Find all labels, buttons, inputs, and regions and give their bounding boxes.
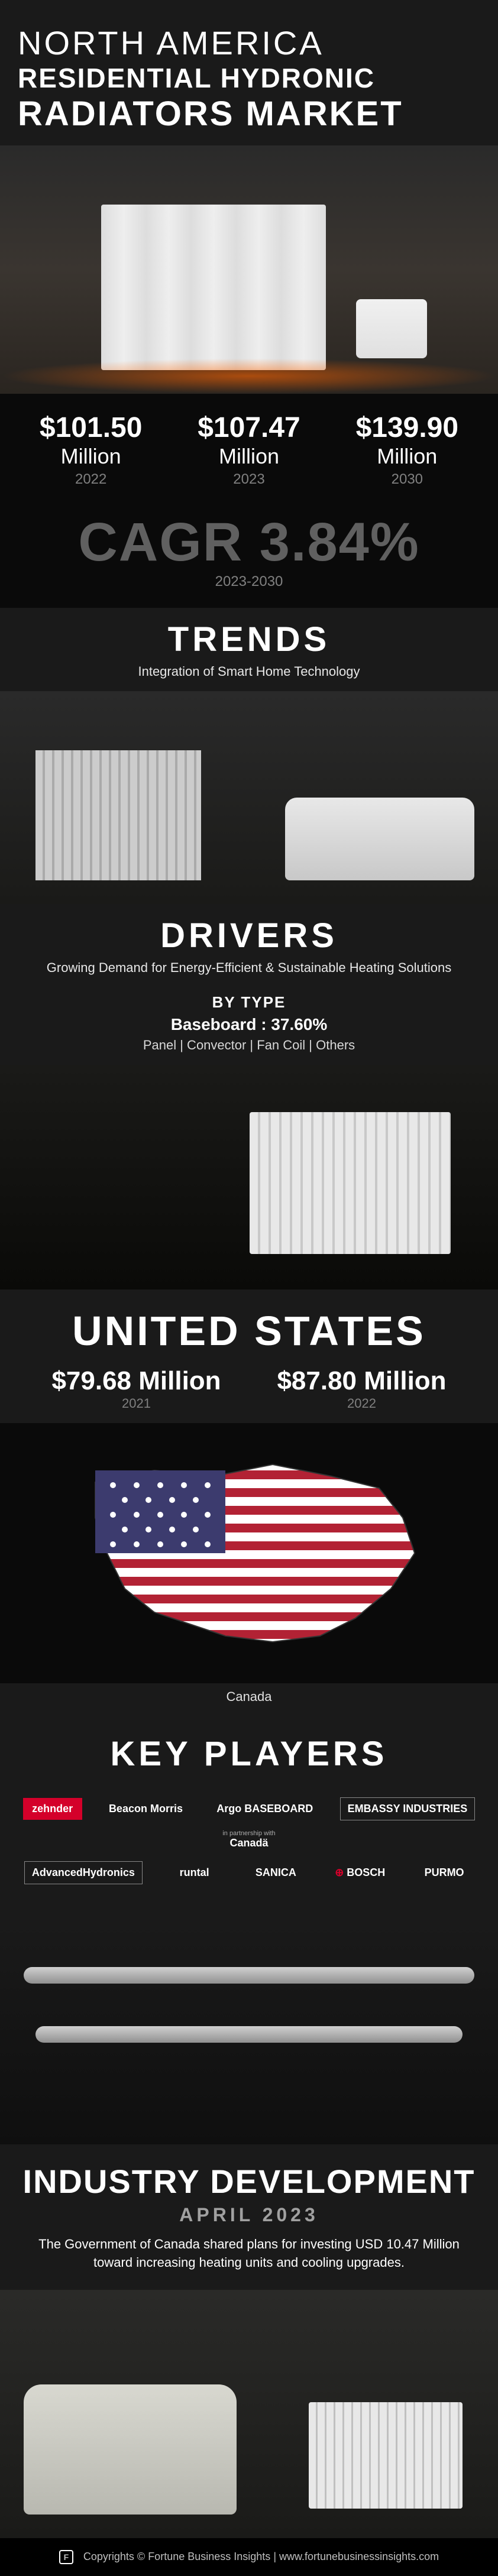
stat-unit: Million	[356, 444, 459, 469]
industry-date: APRIL 2023	[0, 2204, 498, 2226]
logo-zehnder: zehnder	[23, 1798, 82, 1820]
logo-advanced-hydronics: AdvancedHydronics	[24, 1861, 143, 1884]
key-players-heading: KEY PLAYERS	[0, 1722, 498, 1774]
stat-2022: $101.50 Million 2022	[40, 411, 143, 488]
us-flag-map	[0, 1423, 498, 1683]
heater-illustration	[356, 299, 427, 358]
us-stat-year: 2021	[51, 1396, 221, 1411]
title-block: NORTH AMERICA RESIDENTIAL HYDRONIC RADIA…	[0, 0, 498, 145]
trends-image	[0, 691, 498, 904]
hero-image	[0, 145, 498, 394]
by-type-title: BY TYPE	[0, 993, 498, 1012]
trends-sub: Integration of Smart Home Technology	[0, 659, 498, 691]
stat-unit: Million	[40, 444, 143, 469]
logo-embassy: EMBASSY INDUSTRIES	[340, 1797, 476, 1820]
copyright-text: Copyrights © Fortune Business Insights	[83, 2550, 270, 2562]
us-heading: UNITED STATES	[0, 1289, 498, 1355]
stat-value: $139.90	[356, 411, 459, 444]
drivers-sub: Growing Demand for Energy-Efficient & Su…	[0, 955, 498, 987]
us-map-svg	[48, 1435, 450, 1671]
drivers-heading: DRIVERS	[0, 904, 498, 955]
footer-url: www.fortunebusinessinsights.com	[279, 2550, 439, 2562]
players-row-2: AdvancedHydronics runtal SANICA ⊕ BOSCH …	[18, 1861, 480, 1884]
sofa-illustration	[285, 798, 474, 880]
market-size-stats: $101.50 Million 2022 $107.47 Million 202…	[0, 394, 498, 506]
logo-beacon-morris: Beacon Morris	[102, 1798, 190, 1820]
stat-value: $101.50	[40, 411, 143, 444]
logo-canada: Canadä	[219, 1837, 279, 1849]
us-stat-2021: $79.68 Million 2021	[51, 1366, 221, 1411]
stat-unit: Million	[198, 444, 300, 469]
footer: F Copyrights © Fortune Business Insights…	[0, 2538, 498, 2576]
industry-image	[0, 2290, 498, 2538]
canada-label: Canada	[0, 1683, 498, 1722]
pipes-image	[0, 1920, 498, 2144]
cagr-block: CAGR 3.84% 2023-2030	[0, 506, 498, 608]
radiator-illustration	[309, 2402, 463, 2509]
us-stat-year: 2022	[277, 1396, 446, 1411]
stat-value: $107.47	[198, 411, 300, 444]
title-line2: RESIDENTIAL HYDRONIC	[18, 62, 480, 94]
stat-year: 2022	[40, 471, 143, 488]
infographic-root: NORTH AMERICA RESIDENTIAL HYDRONIC RADIA…	[0, 0, 498, 2576]
stat-year: 2030	[356, 471, 459, 488]
by-type-block: BY TYPE Baseboard : 37.60% Panel | Conve…	[0, 987, 498, 1065]
us-stat-value: $87.80 Million	[277, 1366, 446, 1396]
partnership-label: in partnership with	[219, 1830, 279, 1837]
us-stat-value: $79.68 Million	[51, 1366, 221, 1396]
sofa-illustration	[24, 2384, 237, 2515]
title-line1: NORTH AMERICA	[18, 24, 480, 62]
footer-separator: |	[273, 2550, 279, 2562]
us-stat-2022: $87.80 Million 2022	[277, 1366, 446, 1411]
logo-bosch: ⊕ BOSCH	[328, 1862, 392, 1884]
cagr-period: 2023-2030	[0, 573, 498, 590]
radiator-illustration	[35, 750, 201, 880]
key-players-block: zehnder Beacon Morris Argo BASEBOARD EMB…	[0, 1774, 498, 1920]
logo-purmo: PURMO	[415, 1862, 474, 1884]
logo-argo: Argo BASEBOARD	[209, 1798, 320, 1820]
logo-runtal: runtal	[165, 1862, 224, 1884]
stat-year: 2023	[198, 471, 300, 488]
by-type-list: Panel | Convector | Fan Coil | Others	[0, 1038, 498, 1053]
industry-text: The Government of Canada shared plans fo…	[0, 2226, 498, 2290]
panel-radiator-illustration	[250, 1112, 451, 1254]
logo-canada-partner: in partnership with Canadä	[219, 1830, 279, 1849]
by-type-main: Baseboard : 37.60%	[0, 1015, 498, 1034]
industry-heading: INDUSTRY DEVELOPMENT	[0, 2144, 498, 2201]
cagr-value: CAGR 3.84%	[0, 511, 498, 573]
fbi-logo-icon: F	[59, 2550, 73, 2564]
title-line3: RADIATORS MARKET	[18, 94, 480, 134]
glow-effect	[0, 358, 498, 394]
us-stats: $79.68 Million 2021 $87.80 Million 2022	[0, 1355, 498, 1423]
stat-2030: $139.90 Million 2030	[356, 411, 459, 488]
radiator-illustration	[101, 205, 326, 370]
trends-heading: TRENDS	[0, 608, 498, 659]
stat-2023: $107.47 Million 2023	[198, 411, 300, 488]
players-row-1: zehnder Beacon Morris Argo BASEBOARD EMB…	[18, 1797, 480, 1849]
logo-sanica: SANICA	[246, 1862, 305, 1884]
drivers-image	[0, 1065, 498, 1289]
